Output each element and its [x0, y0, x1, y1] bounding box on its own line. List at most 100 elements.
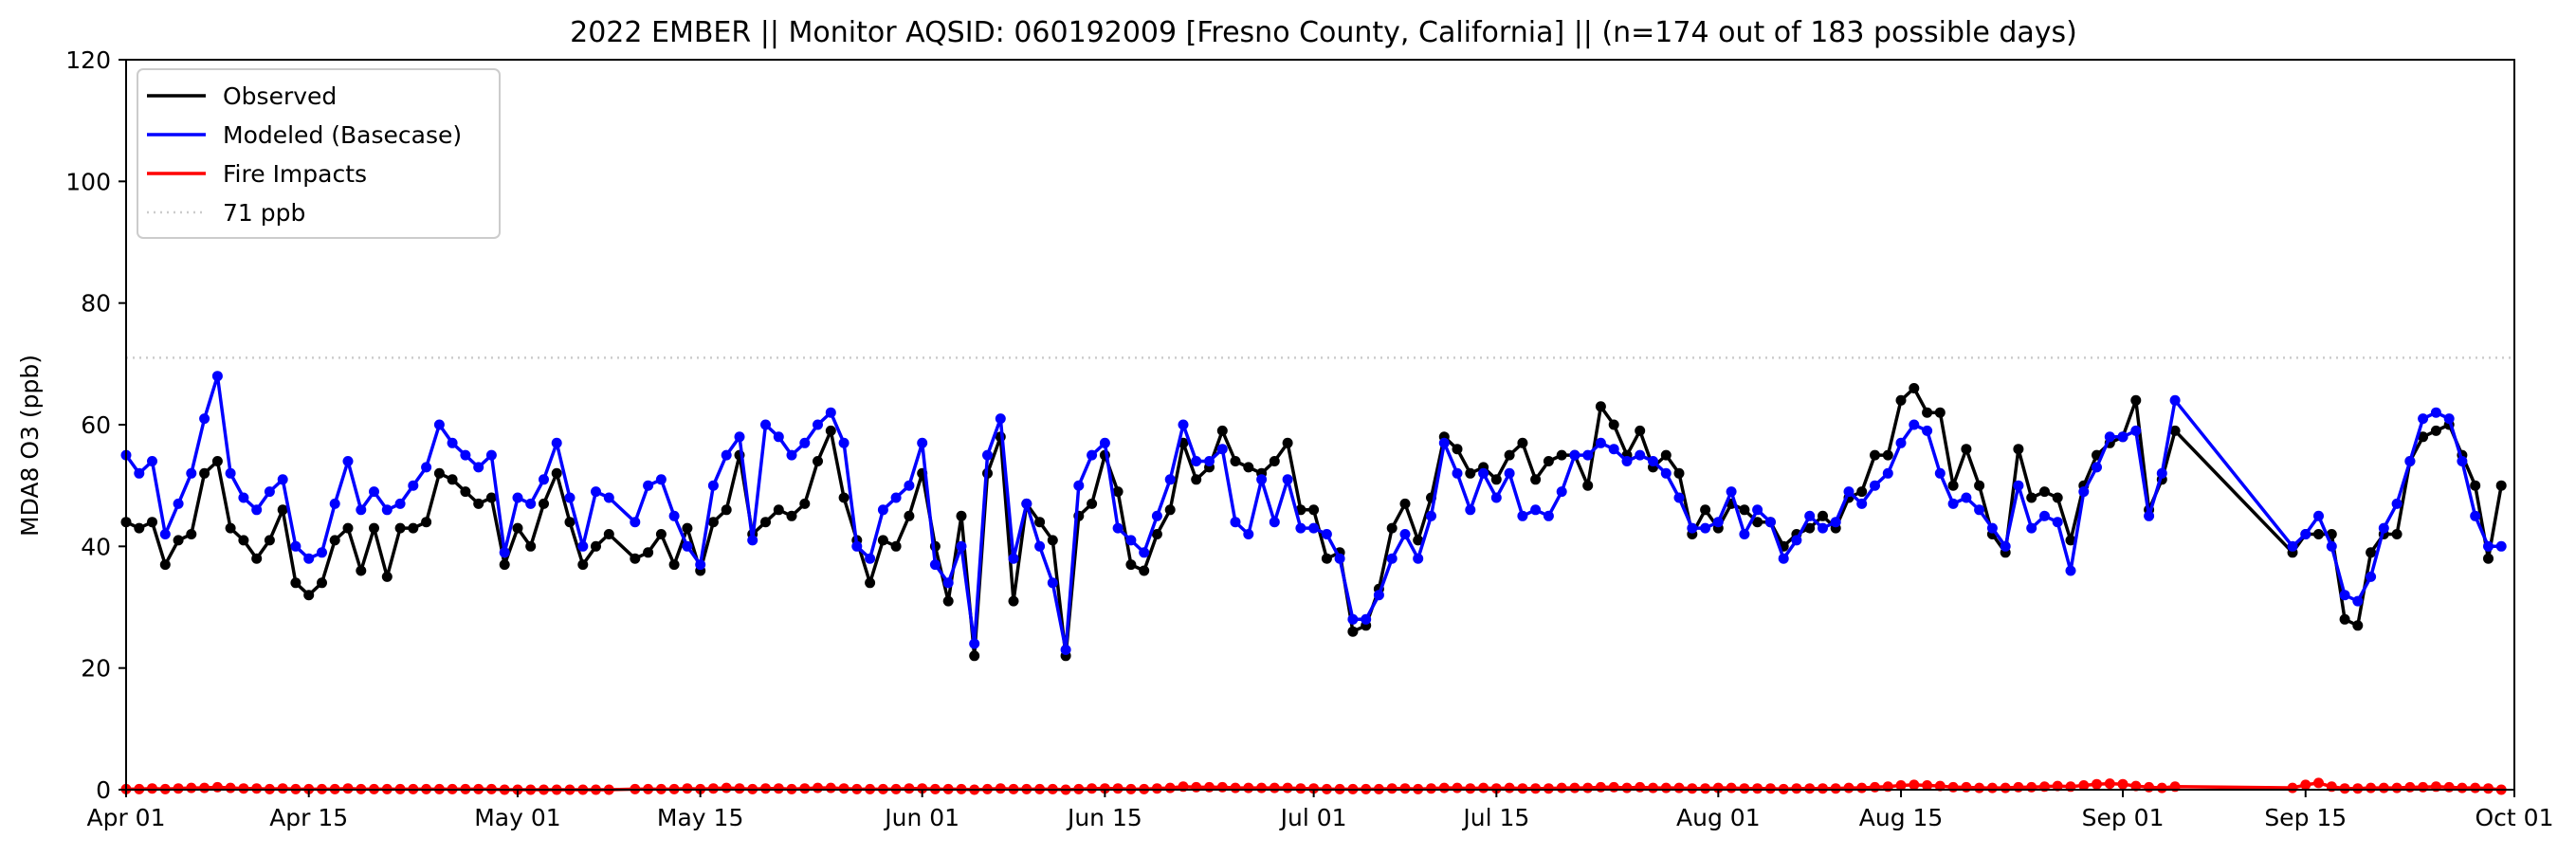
legend-label: Modeled (Basecase) — [223, 121, 462, 149]
data-point — [369, 522, 379, 534]
data-point — [2470, 510, 2481, 521]
data-point — [1008, 595, 1019, 607]
data-point — [1687, 522, 1698, 534]
data-point — [1764, 783, 1776, 794]
data-point — [969, 638, 980, 649]
data-point — [1151, 529, 1162, 539]
data-point — [786, 510, 797, 521]
data-point — [1530, 504, 1542, 516]
data-point — [760, 419, 771, 430]
data-point — [1739, 783, 1750, 794]
data-point — [1112, 522, 1124, 534]
data-point — [1386, 553, 1398, 564]
data-point — [1882, 449, 1893, 461]
data-point — [721, 449, 732, 461]
data-point — [342, 783, 354, 794]
data-point — [2013, 444, 2024, 455]
data-point — [1660, 782, 1672, 793]
data-point — [1099, 437, 1110, 448]
data-point — [2052, 780, 2063, 792]
data-point — [707, 517, 719, 528]
data-point — [707, 480, 719, 491]
data-point — [2013, 781, 2024, 793]
data-point — [225, 782, 236, 793]
data-point — [1386, 522, 1398, 534]
data-point — [2052, 492, 2063, 503]
data-point — [2339, 613, 2350, 625]
data-point — [1621, 456, 1633, 466]
data-point — [942, 595, 954, 607]
data-point — [2000, 540, 2011, 552]
data-point — [877, 535, 888, 546]
data-point — [433, 467, 445, 479]
data-point — [1739, 504, 1750, 516]
data-point — [1673, 782, 1685, 793]
data-point — [1986, 782, 1998, 793]
data-point — [1843, 486, 1854, 498]
x-tick-label: Apr 15 — [269, 804, 348, 831]
data-point — [1947, 480, 1959, 491]
data-point — [1543, 783, 1554, 794]
data-point — [865, 577, 876, 589]
data-point — [2104, 778, 2115, 790]
data-point — [2130, 425, 2142, 436]
data-point — [2326, 540, 2337, 552]
data-point — [1582, 449, 1594, 461]
data-point — [2117, 778, 2128, 790]
data-point — [2366, 571, 2377, 582]
data-point — [1295, 783, 1306, 794]
data-point — [1818, 510, 1828, 521]
data-point — [2470, 782, 2481, 793]
data-point — [159, 559, 171, 571]
data-point — [1712, 517, 1724, 528]
data-point — [825, 782, 836, 793]
data-point — [1308, 522, 1320, 534]
data-point — [1164, 474, 1176, 485]
data-point — [1256, 782, 1268, 793]
data-point — [1595, 437, 1606, 448]
data-point — [2313, 510, 2324, 521]
data-point — [329, 498, 340, 509]
data-point — [1490, 492, 1502, 503]
data-point — [1660, 449, 1672, 461]
data-point — [1543, 456, 1554, 466]
data-point — [1556, 449, 1567, 461]
data-point — [1191, 781, 1202, 793]
data-point — [825, 407, 836, 418]
data-point — [159, 529, 171, 539]
data-point — [1256, 474, 1268, 485]
series-line-modeled-basecase — [124, 374, 2502, 652]
data-point — [773, 431, 784, 443]
data-point — [1582, 782, 1594, 793]
data-point — [1673, 492, 1685, 503]
data-point — [199, 413, 210, 425]
data-point — [264, 535, 275, 546]
data-point — [1909, 419, 1920, 430]
data-point — [1216, 781, 1228, 793]
y-tick-label: 120 — [65, 46, 111, 74]
data-point — [356, 565, 367, 576]
data-point — [433, 419, 445, 430]
data-point — [342, 522, 354, 534]
data-point — [1517, 783, 1528, 794]
data-point — [1490, 783, 1502, 794]
data-point — [760, 783, 771, 794]
data-point — [630, 553, 641, 564]
legend-label: Fire Impacts — [223, 160, 367, 188]
data-point — [799, 783, 811, 794]
data-point — [2104, 431, 2115, 443]
data-point — [277, 504, 288, 516]
data-point — [2443, 781, 2455, 793]
data-point — [211, 371, 223, 382]
data-point — [1139, 547, 1150, 558]
data-point — [211, 781, 223, 793]
data-point — [1608, 781, 1619, 793]
data-point — [577, 559, 589, 571]
data-point — [1608, 419, 1619, 430]
data-point — [2065, 535, 2076, 546]
data-point — [1399, 498, 1411, 509]
data-point — [1947, 498, 1959, 509]
data-point — [734, 783, 745, 794]
data-point — [1922, 780, 1933, 791]
data-point — [2391, 498, 2402, 509]
